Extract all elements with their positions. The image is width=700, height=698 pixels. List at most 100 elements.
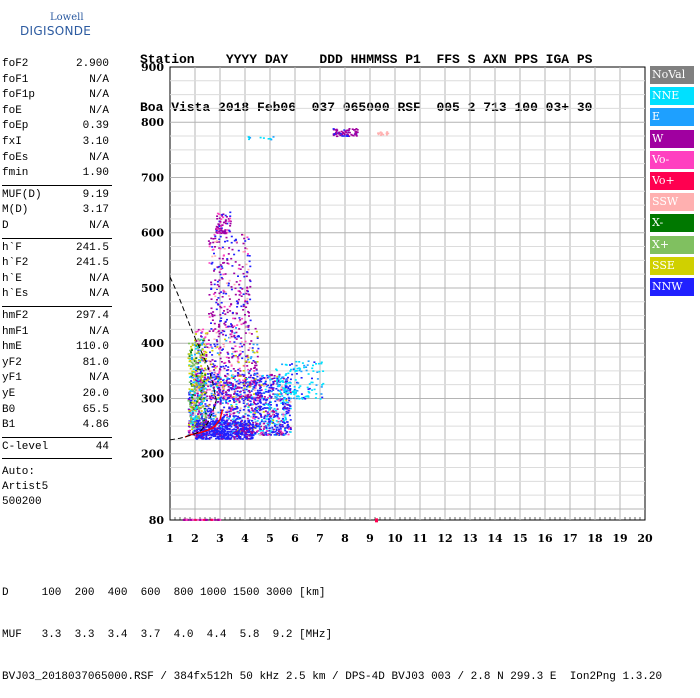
echo-point (221, 278, 224, 280)
echo-point (255, 393, 258, 396)
echo-point (238, 380, 241, 382)
echo-point (235, 338, 238, 340)
echo-point (267, 412, 270, 415)
x-tick-label: 10 (387, 532, 403, 545)
echo-point (233, 334, 236, 337)
echo-point (195, 360, 198, 362)
echo-point (193, 434, 196, 436)
echo-point (191, 424, 194, 426)
echo-point (242, 293, 245, 295)
echo-point (236, 356, 239, 358)
echo-point (233, 239, 236, 242)
echo-point (212, 420, 215, 422)
echo-point (275, 369, 278, 372)
echo-point (232, 385, 235, 388)
echo-point (244, 299, 247, 302)
echo-point (207, 377, 210, 379)
echo-point (212, 363, 215, 365)
echo-point (196, 397, 199, 399)
echo-point (262, 407, 265, 410)
echo-point (217, 380, 219, 383)
echo-point (201, 429, 204, 432)
param-value: 4.86 (82, 419, 109, 432)
echo-point (223, 434, 226, 436)
echo-point (239, 428, 242, 430)
echo-point (240, 337, 243, 339)
echo-point (289, 397, 292, 400)
echo-point (192, 394, 195, 396)
echo-point (207, 410, 209, 413)
echo-point (250, 340, 253, 342)
echo-point (284, 416, 287, 418)
echo-point (288, 397, 291, 400)
echo-point (221, 424, 223, 427)
echo-point (217, 373, 220, 376)
echo-point (203, 518, 205, 521)
echo-point (279, 399, 282, 402)
echo-point (256, 398, 259, 401)
echo-point (200, 379, 203, 381)
legend-item-x: X- (650, 214, 694, 233)
echo-point (203, 346, 206, 348)
echo-point (273, 411, 275, 413)
echo-point (197, 382, 200, 385)
echo-point (254, 427, 257, 429)
echo-point (230, 404, 233, 406)
echo-point (202, 339, 205, 342)
echo-point (239, 433, 242, 435)
topside-profile (169, 276, 217, 401)
echo-point (237, 290, 240, 292)
echo-point (223, 429, 226, 432)
echo-point (264, 381, 267, 384)
echo-point (224, 438, 227, 440)
echo-point (241, 431, 244, 434)
echo-point (226, 318, 228, 321)
echo-point (259, 395, 261, 398)
param-fmin: fmin 1.90 (2, 167, 109, 181)
echo-point (217, 397, 220, 399)
echo-point (224, 334, 227, 337)
echo-point (233, 283, 236, 286)
echo-point (254, 327, 257, 330)
echo-point (204, 368, 207, 371)
echo-point (251, 427, 254, 430)
echo-point (227, 253, 230, 255)
echo-point (195, 425, 198, 428)
echo-point (201, 406, 204, 408)
echo-point (231, 324, 233, 326)
echo-point (251, 404, 254, 406)
echo-point (248, 424, 251, 427)
echo-point (210, 409, 213, 411)
echo-point (213, 365, 215, 368)
echo-point (228, 396, 231, 398)
echo-point (214, 428, 217, 430)
echo-point (216, 212, 219, 215)
param-name: C-level (2, 440, 49, 453)
echo-point (289, 382, 292, 384)
echo-point (234, 419, 237, 421)
echo-point (202, 358, 205, 361)
echo-point (218, 213, 221, 215)
param-name: yE (2, 388, 16, 400)
echo-point (210, 237, 213, 240)
echo-point (222, 230, 224, 232)
echo-point (245, 437, 248, 440)
echo-point (219, 273, 222, 276)
echo-point (256, 351, 259, 354)
echo-point (283, 428, 286, 431)
echo-point (230, 375, 233, 377)
echo-point (265, 426, 268, 428)
echo-point (256, 397, 259, 399)
echo-point (247, 421, 250, 424)
echo-point (189, 359, 192, 362)
echo-point (190, 518, 193, 521)
echo-point (220, 418, 223, 421)
echo-point (224, 384, 227, 386)
echo-point (218, 271, 221, 273)
echo-point (303, 366, 306, 369)
echo-point (188, 392, 191, 394)
echo-point (188, 396, 191, 399)
echo-point (276, 432, 279, 434)
echo-point (212, 435, 215, 438)
echo-point (216, 394, 219, 396)
